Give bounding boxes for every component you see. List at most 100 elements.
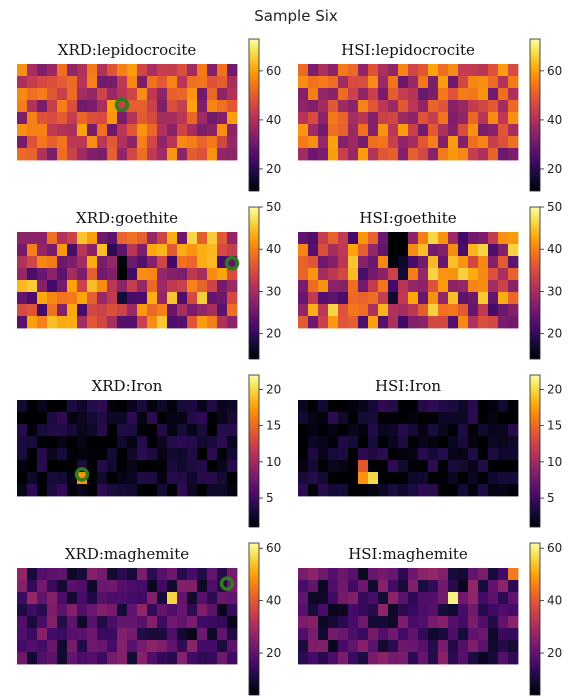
heatmap-cell <box>448 316 459 329</box>
heatmap-cell <box>498 436 509 449</box>
heatmap-cell <box>17 268 28 281</box>
heatmap-cell <box>408 448 419 461</box>
heatmap-cell <box>127 580 138 593</box>
heatmap-cell <box>488 232 499 245</box>
heatmap-cell <box>408 604 419 617</box>
heatmap-cell <box>328 232 339 245</box>
heatmap-cell <box>167 256 178 269</box>
heatmap-cell <box>458 568 469 581</box>
heatmap-cell <box>348 448 359 461</box>
heatmap-cell <box>348 292 359 305</box>
heatmap-cell <box>77 484 88 497</box>
heatmap-cell <box>298 580 309 593</box>
heatmap-cell <box>488 652 499 665</box>
heatmap-cell <box>227 88 238 101</box>
heatmap-cell <box>137 616 148 629</box>
heatmap-cell <box>147 424 158 437</box>
heatmap-cell <box>27 76 38 89</box>
heatmap-cell <box>147 460 158 473</box>
heatmap-cell <box>227 268 238 281</box>
heatmap-cell <box>97 304 108 317</box>
heatmap-cell <box>77 232 88 245</box>
heatmap-cell <box>117 448 128 461</box>
heatmap-cell <box>77 592 88 605</box>
heatmap-cell <box>368 604 379 617</box>
heatmap-cell <box>167 640 178 653</box>
heatmap-cell <box>67 112 78 125</box>
heatmap-cell <box>217 292 228 305</box>
heatmap-cell <box>438 568 449 581</box>
heatmap-cell <box>157 580 168 593</box>
heatmap-cell <box>207 148 218 161</box>
heatmap-cell <box>508 148 519 161</box>
heatmap-cell <box>87 232 98 245</box>
heatmap-cell <box>348 64 359 77</box>
heatmap-cell <box>448 232 459 245</box>
heatmap-cell <box>408 628 419 641</box>
heatmap-cell <box>448 268 459 281</box>
heatmap-cell <box>127 316 138 329</box>
heatmap-cell <box>408 316 419 329</box>
heatmap-cell <box>117 292 128 305</box>
heatmap-cell <box>448 292 459 305</box>
heatmap-cell <box>328 616 339 629</box>
heatmap-cell <box>47 316 58 329</box>
heatmap-cell <box>448 472 459 485</box>
heatmap-cell <box>147 484 158 497</box>
heatmap-cell <box>17 76 28 89</box>
heatmap-cell <box>488 640 499 653</box>
heatmap-cell <box>358 436 369 449</box>
heatmap-cell <box>207 124 218 137</box>
heatmap-cell <box>318 136 329 149</box>
heatmap-cell <box>418 136 429 149</box>
heatmap-cell <box>137 484 148 497</box>
heatmap-cell <box>468 112 479 125</box>
heatmap-cell <box>87 424 98 437</box>
heatmap-cell <box>448 400 459 413</box>
heatmap-cell <box>57 316 68 329</box>
heatmap-cell <box>428 604 439 617</box>
heatmap-cell <box>167 448 178 461</box>
heatmap-cell <box>147 244 158 257</box>
heatmap-cell <box>217 100 228 113</box>
heatmap-cell <box>308 256 319 269</box>
heatmap-cell <box>508 652 519 665</box>
heatmap-cell <box>298 460 309 473</box>
heatmap-cell <box>308 244 319 257</box>
heatmap-cell <box>438 616 449 629</box>
heatmap-cell <box>207 304 218 317</box>
heatmap-cell <box>478 244 489 257</box>
heatmap-cell <box>498 400 509 413</box>
heatmap-cell <box>308 652 319 665</box>
heatmap-cell <box>67 244 78 257</box>
heatmap-cell <box>167 472 178 485</box>
heatmap-cell <box>17 316 28 329</box>
heatmap-cell <box>468 124 479 137</box>
heatmap-cell <box>87 124 98 137</box>
heatmap-cell <box>308 112 319 125</box>
heatmap-cell <box>167 112 178 125</box>
heatmap-cell <box>67 448 78 461</box>
heatmap-cell <box>87 256 98 269</box>
heatmap-cell <box>468 100 479 113</box>
heatmap-cell <box>498 124 509 137</box>
heatmap-cell <box>328 304 339 317</box>
heatmap-cell <box>167 64 178 77</box>
heatmap-cell <box>398 136 409 149</box>
heatmap-cell <box>77 268 88 281</box>
heatmap-cell <box>217 448 228 461</box>
heatmap-cell <box>358 64 369 77</box>
heatmap-cell <box>498 256 509 269</box>
heatmap-cell <box>27 88 38 101</box>
heatmap-cell <box>27 592 38 605</box>
heatmap-cell <box>97 232 108 245</box>
heatmap-cell <box>368 448 379 461</box>
heatmap-cell <box>308 448 319 461</box>
heatmap-cell <box>488 76 499 89</box>
heatmap-cell <box>308 400 319 413</box>
heatmap-cell <box>37 244 48 257</box>
heatmap-cell <box>227 64 238 77</box>
heatmap-cell <box>298 268 309 281</box>
heatmap-cell <box>17 484 28 497</box>
heatmap-cell <box>27 448 38 461</box>
